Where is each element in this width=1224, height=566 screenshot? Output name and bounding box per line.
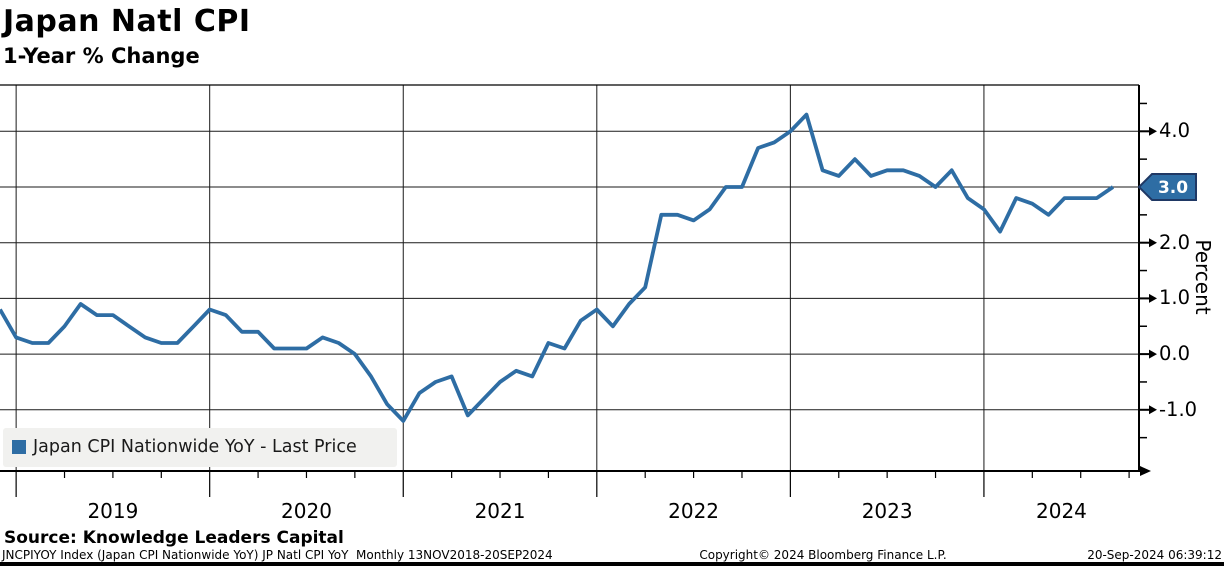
x-year-label: 2019 (87, 499, 139, 523)
copyright-notice: Copyright© 2024 Bloomberg Finance L.P. (699, 548, 947, 562)
chart-title: Japan Natl CPI (3, 4, 251, 39)
last-price-badge: 3.0 (1157, 178, 1189, 198)
y-tick-arrowhead (1149, 405, 1157, 415)
y-tick-arrowhead (1149, 293, 1157, 303)
render-timestamp: 20-Sep-2024 06:39:12 (1087, 548, 1222, 562)
chart-subtitle: 1-Year % Change (3, 44, 200, 68)
x-year-label: 2023 (861, 499, 913, 523)
y-tick-label: 1.0 (1159, 286, 1191, 310)
legend-label: Japan CPI Nationwide YoY - Last Price (33, 437, 357, 457)
last-price-badge-flag (1137, 173, 1197, 201)
x-axis-arrowhead (1140, 466, 1151, 476)
x-year-label: 2024 (1036, 499, 1087, 523)
legend-box: Japan CPI Nationwide YoY - Last Price (3, 428, 397, 467)
cpi-line-series (0, 112, 1115, 423)
legend-swatch-icon (12, 440, 26, 454)
y-tick-label: 2.0 (1159, 230, 1191, 254)
x-year-label: 2020 (281, 499, 332, 523)
y-tick-arrowhead (1149, 349, 1157, 359)
y-tick-label: 0.0 (1159, 342, 1191, 366)
y-tick-arrowhead (1149, 126, 1157, 136)
y-tick-label: 4.0 (1159, 119, 1191, 143)
x-year-label: 2022 (668, 499, 720, 523)
ticker-description: JNCPIYOY Index (Japan CPI Nationwide YoY… (2, 548, 553, 562)
bottom-divider (0, 562, 1224, 566)
y-tick-arrowhead (1149, 238, 1157, 248)
x-year-label: 2021 (474, 499, 526, 523)
source-caption: Source: Knowledge Leaders Capital (4, 528, 344, 548)
y-tick-label: -1.0 (1159, 397, 1198, 421)
